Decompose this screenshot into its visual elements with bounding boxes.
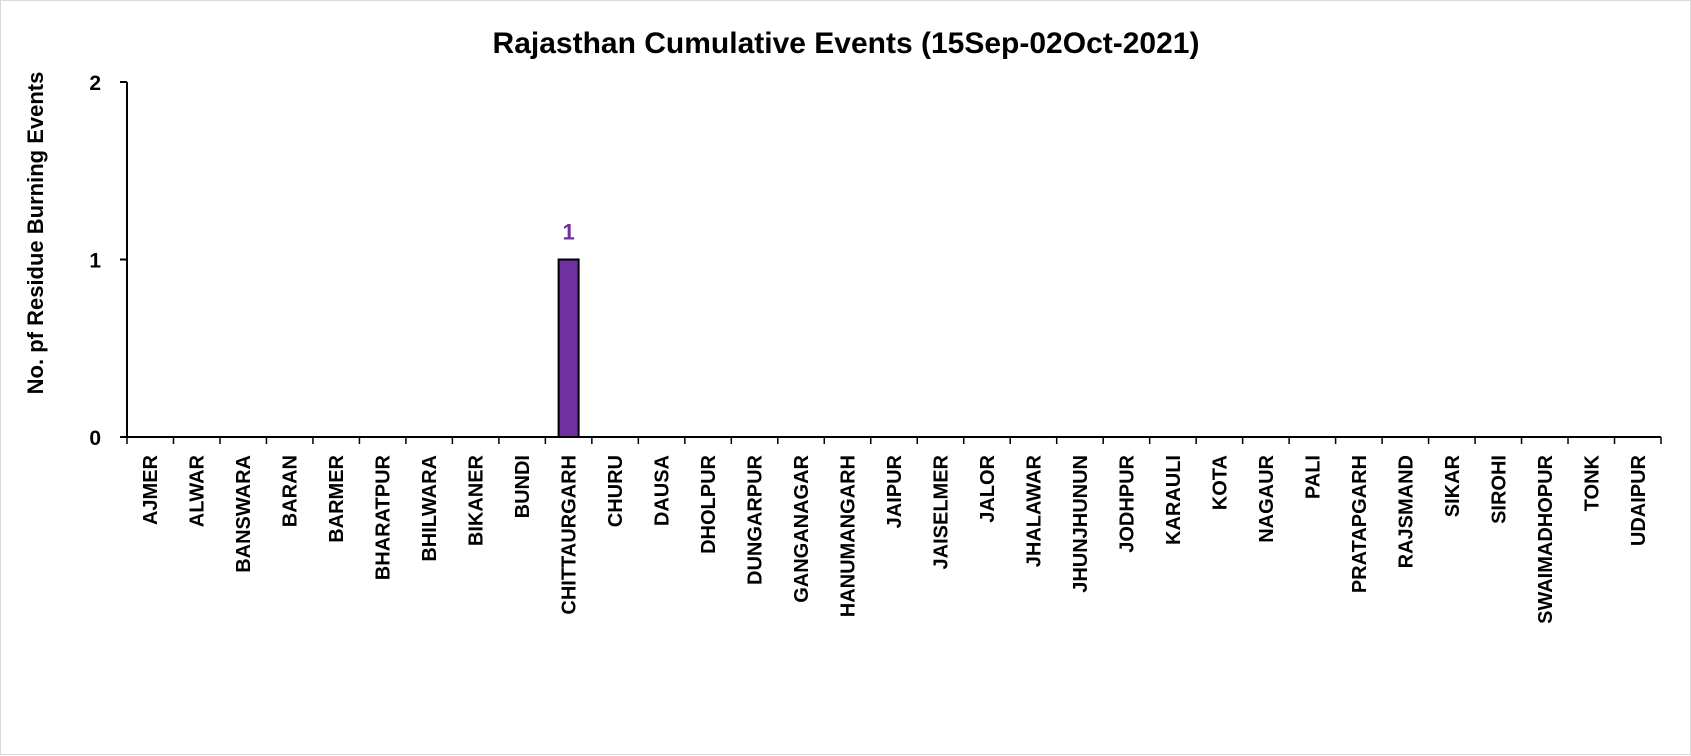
x-category-label: SIKAR bbox=[1442, 454, 1464, 517]
x-category-label: AJMER bbox=[140, 454, 162, 525]
x-category-label: JAIPUR bbox=[884, 454, 906, 528]
x-category-label: SWAIMADHOPUR bbox=[1535, 454, 1557, 623]
x-category-label: KOTA bbox=[1209, 455, 1231, 510]
x-category-label: BANSWARA bbox=[233, 455, 255, 573]
x-category-label: GANGANAGAR bbox=[791, 454, 813, 602]
x-category-label: BHARATPUR bbox=[373, 454, 395, 580]
x-category-label: SIROHI bbox=[1488, 455, 1510, 524]
x-category-label: JALOR bbox=[977, 454, 999, 522]
x-category-label: TONK bbox=[1581, 454, 1603, 511]
x-category-label: JODHPUR bbox=[1116, 454, 1138, 552]
y-axis-label: No. pf Residue Burning Events bbox=[23, 72, 48, 395]
y-tick-label: 1 bbox=[89, 250, 101, 273]
x-category-label: DUNGARPUR bbox=[745, 454, 767, 585]
x-category-label: JHUNJHUNUN bbox=[1070, 455, 1092, 593]
y-tick-label: 2 bbox=[89, 72, 101, 95]
x-category-label: PALI bbox=[1302, 455, 1324, 499]
x-category-label: ALWAR bbox=[187, 454, 209, 527]
y-tick-label: 0 bbox=[89, 427, 101, 450]
x-category-label: JAISELMER bbox=[930, 454, 952, 569]
x-category-label: BHILWARA bbox=[419, 455, 441, 562]
x-category-label: BUNDI bbox=[512, 455, 534, 518]
x-category-label: NAGAUR bbox=[1256, 454, 1278, 542]
data-label: 1 bbox=[562, 220, 574, 245]
chart-title: Rajasthan Cumulative Events (15Sep-02Oct… bbox=[493, 27, 1200, 60]
x-category-label: BIKANER bbox=[466, 454, 488, 546]
x-category-label: CHURU bbox=[605, 455, 627, 527]
x-category-label: JHALAWAR bbox=[1023, 454, 1045, 567]
x-category-label: UDAIPUR bbox=[1628, 454, 1650, 546]
bar bbox=[557, 258, 580, 438]
x-category-label: RAJSMAND bbox=[1395, 455, 1417, 568]
x-category-label: DAUSA bbox=[652, 455, 674, 526]
plot-area: 0 1 2 AJMER ALWAR BANSWARA BARAN BARMER BHARATPU… bbox=[89, 72, 1662, 624]
x-category-label: BARAN bbox=[280, 455, 302, 527]
x-category-label: HANUMANGARH bbox=[838, 455, 860, 617]
x-category-label: KARAULI bbox=[1163, 455, 1185, 545]
x-category-label: DHOLPUR bbox=[698, 454, 720, 553]
x-category-label: BARMER bbox=[326, 454, 348, 542]
x-category-label: PRATAPGARH bbox=[1349, 455, 1371, 593]
x-category-label: CHITTAURGARH bbox=[559, 455, 581, 615]
